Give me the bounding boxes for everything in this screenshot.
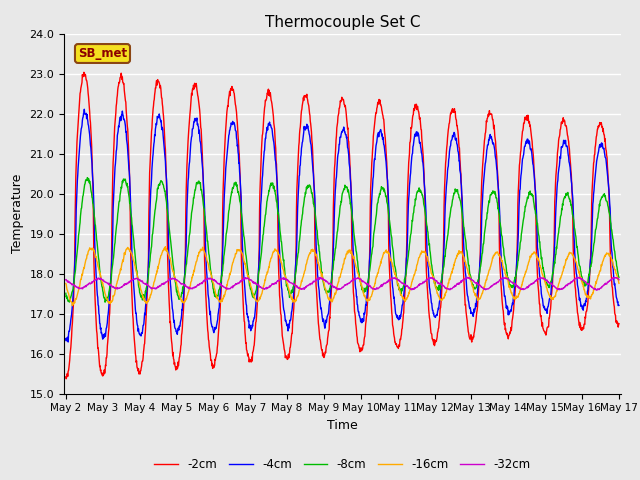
-8cm <box>248 289 255 295</box>
-8cm <box>429 270 436 276</box>
-8cm <box>501 259 509 264</box>
Y-axis label: Temperature: Temperature <box>11 174 24 253</box>
Line: -2cm: -2cm <box>66 72 619 379</box>
-8cm <box>615 275 623 280</box>
-16cm <box>172 278 180 284</box>
-32cm <box>172 276 179 282</box>
-32cm <box>550 283 557 289</box>
Line: -4cm: -4cm <box>66 109 619 342</box>
-16cm <box>429 275 436 280</box>
Text: SB_met: SB_met <box>78 47 127 60</box>
Line: -16cm: -16cm <box>66 247 619 306</box>
-32cm <box>615 277 623 283</box>
-8cm <box>186 231 193 237</box>
Line: -8cm: -8cm <box>66 178 619 302</box>
-2cm <box>186 113 193 119</box>
-32cm <box>247 277 255 283</box>
-16cm <box>161 244 169 250</box>
-4cm <box>81 107 88 112</box>
-16cm <box>615 280 623 286</box>
-2cm <box>429 338 436 344</box>
-4cm <box>62 336 70 341</box>
-4cm <box>248 325 255 331</box>
-16cm <box>62 281 70 287</box>
-16cm <box>248 285 255 291</box>
-8cm <box>172 286 180 292</box>
-4cm <box>550 254 558 260</box>
-4cm <box>615 302 623 308</box>
-8cm <box>84 175 92 180</box>
-16cm <box>186 285 193 291</box>
-32cm <box>62 277 70 283</box>
-16cm <box>68 303 76 309</box>
Title: Thermocouple Set C: Thermocouple Set C <box>265 15 420 30</box>
-32cm <box>593 287 600 293</box>
-4cm <box>172 329 180 335</box>
-2cm <box>248 358 255 363</box>
-32cm <box>185 284 193 290</box>
-2cm <box>80 70 88 75</box>
-2cm <box>501 327 509 333</box>
-2cm <box>62 376 70 382</box>
-8cm <box>62 290 70 296</box>
-4cm <box>64 339 72 345</box>
-4cm <box>429 308 436 313</box>
-16cm <box>550 294 558 300</box>
-32cm <box>428 275 436 280</box>
-2cm <box>550 251 558 257</box>
-16cm <box>501 271 509 276</box>
-2cm <box>615 321 623 326</box>
-2cm <box>62 374 70 380</box>
-8cm <box>101 300 109 305</box>
-32cm <box>501 275 509 281</box>
X-axis label: Time: Time <box>327 419 358 432</box>
Line: -32cm: -32cm <box>66 277 619 290</box>
-2cm <box>172 364 180 370</box>
-8cm <box>550 264 558 269</box>
-4cm <box>501 295 509 300</box>
-32cm <box>463 275 471 280</box>
Legend: -2cm, -4cm, -8cm, -16cm, -32cm: -2cm, -4cm, -8cm, -16cm, -32cm <box>150 454 535 476</box>
-4cm <box>186 159 193 165</box>
